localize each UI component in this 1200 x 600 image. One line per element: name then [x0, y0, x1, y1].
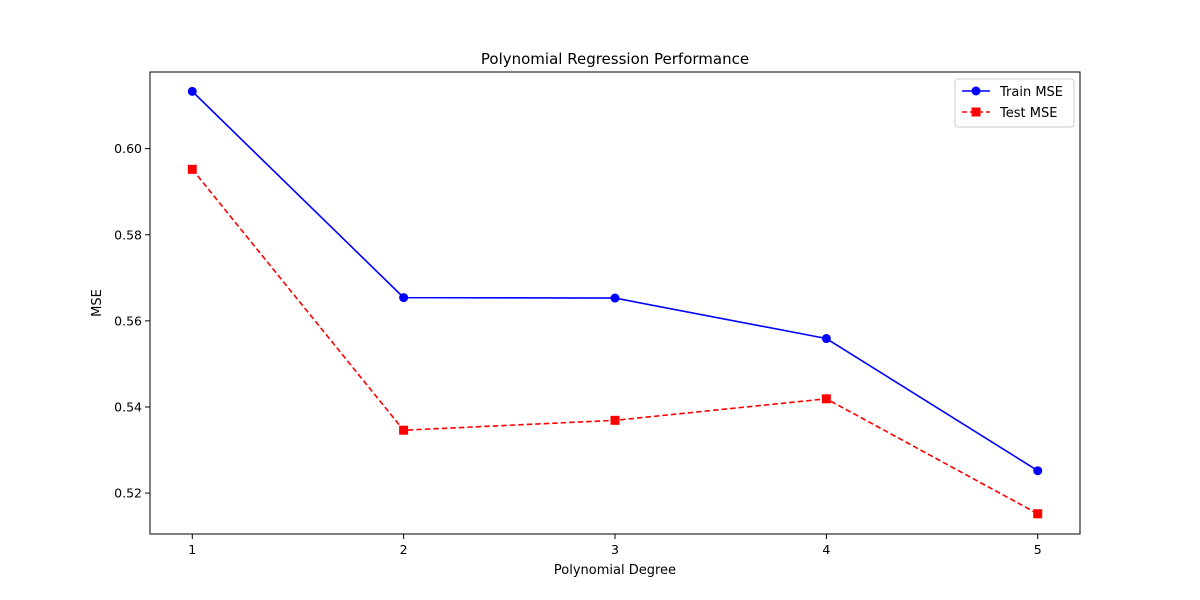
y-tick-label: 0.56	[114, 313, 142, 328]
y-axis: 0.52 0.54 0.56 0.58 0.60	[114, 141, 150, 501]
y-tick-label: 0.52	[114, 486, 142, 501]
x-tick-label: 5	[1034, 542, 1042, 557]
chart-title: Polynomial Regression Performance	[481, 50, 749, 68]
train-mse-point	[821, 334, 831, 344]
test-mse-point	[610, 415, 620, 425]
y-tick-label: 0.60	[114, 141, 142, 156]
x-tick-label: 2	[400, 542, 408, 557]
test-mse-point	[399, 425, 409, 435]
legend-train-label: Train MSE	[999, 85, 1063, 100]
y-tick-label: 0.54	[114, 399, 142, 414]
y-axis-label: MSE	[90, 289, 105, 317]
test-mse-point	[187, 164, 197, 174]
train-mse-point	[399, 293, 409, 303]
test-mse-point	[821, 394, 831, 404]
train-mse-point	[187, 86, 197, 96]
x-tick-label: 4	[822, 542, 830, 557]
plot-area	[187, 86, 1043, 519]
legend-train-marker	[971, 86, 981, 96]
train-mse-point	[610, 293, 620, 303]
legend: Train MSE Test MSE	[954, 78, 1075, 128]
x-tick-label: 1	[188, 542, 196, 557]
y-tick-label: 0.58	[114, 227, 142, 242]
x-axis-label: Polynomial Degree	[554, 563, 676, 578]
legend-test-marker	[971, 107, 981, 117]
train-mse-point	[1033, 466, 1043, 476]
test-mse-point	[1033, 509, 1043, 519]
x-axis: 1 2 3 4 5	[188, 534, 1042, 557]
x-tick-label: 3	[611, 542, 619, 557]
legend-test-label: Test MSE	[999, 106, 1057, 121]
